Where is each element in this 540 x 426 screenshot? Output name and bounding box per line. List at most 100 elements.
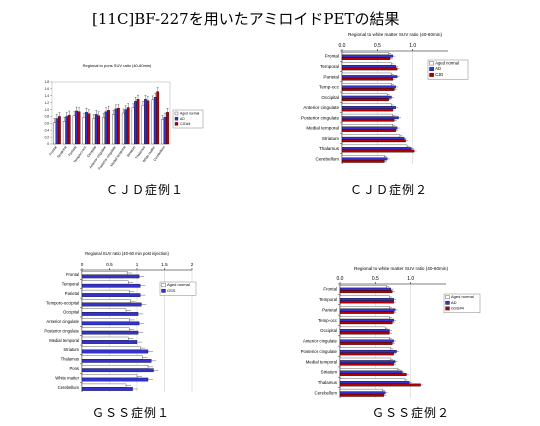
bar-aged-normal xyxy=(341,83,392,86)
bar-aged-normal xyxy=(81,271,128,275)
y-tick-label: Medial temporal xyxy=(49,338,79,343)
bar-gss-4 xyxy=(339,311,394,314)
x-tick-label: 0.0 xyxy=(339,43,346,49)
legend-label: AD xyxy=(435,66,441,71)
bar-ad xyxy=(341,65,396,68)
y-tick-label: Posterior cingulate xyxy=(44,328,79,333)
bar-aged-normal xyxy=(81,346,141,350)
legend-label: AD xyxy=(180,117,185,121)
bar-cjd xyxy=(341,118,395,122)
y-tick-label: Temporal xyxy=(62,282,79,287)
chart-title: Regional to white matter SUV ratio (40-6… xyxy=(348,32,442,37)
bar-ad xyxy=(55,118,59,145)
legend-swatch xyxy=(174,122,179,126)
bar-aged-normal xyxy=(81,318,130,322)
bar-aged-normal xyxy=(339,368,399,371)
bar-aged-normal xyxy=(339,306,390,309)
bar-ad xyxy=(85,112,88,145)
bar-aged-normal xyxy=(62,121,66,145)
bar-cjd xyxy=(341,88,395,91)
bar-gss-4 xyxy=(339,393,384,397)
bar-aged-normal xyxy=(161,119,165,145)
bar-ad xyxy=(339,360,396,364)
bar-cjd-4 xyxy=(156,91,160,145)
bar-cjd xyxy=(341,67,398,71)
bar-ad xyxy=(339,381,410,384)
bar-ad xyxy=(124,109,128,145)
bar-ad xyxy=(341,116,399,120)
bar-gss-4 xyxy=(339,331,390,335)
y-tick-label: Parietal xyxy=(322,307,337,312)
bar-cjd xyxy=(341,57,391,60)
legend-label: Aged normal xyxy=(167,282,190,287)
bar-ad xyxy=(339,349,397,353)
chart-gss-case-1: Regional SUV ratio (40-60 min post injec… xyxy=(44,251,197,392)
y-tick-label: Thalamus xyxy=(318,380,338,385)
bar-gss xyxy=(81,387,133,391)
y-tick-label: 0.8 xyxy=(45,115,50,119)
y-tick-label: White matter xyxy=(55,375,79,380)
legend-label: Aged normal xyxy=(180,112,199,116)
bar-gss xyxy=(81,293,141,297)
bar-aged-normal xyxy=(341,52,389,56)
bar-aged-normal xyxy=(339,347,392,351)
bar-aged-normal xyxy=(341,124,394,127)
x-tick-label: 0.5 xyxy=(374,43,381,49)
page-title: [11C]BF-227を用いたアミロイドPETの結果 xyxy=(92,10,400,28)
bar-ad xyxy=(153,97,157,145)
bar-aged-normal xyxy=(339,388,383,392)
bar-ad xyxy=(339,308,396,312)
bar-aged-normal xyxy=(341,72,392,76)
bar-cjd-4 xyxy=(116,108,120,145)
bar-aged-normal xyxy=(81,299,131,303)
bar-aged-normal xyxy=(92,118,96,145)
y-tick-label: 1.0 xyxy=(45,108,50,112)
bar-aged-normal xyxy=(339,295,390,299)
bar-cjd-4 xyxy=(97,115,101,145)
bar-gss xyxy=(81,368,154,373)
bar-aged-normal xyxy=(72,115,76,145)
bar-ad xyxy=(339,298,394,301)
y-tick-label: 0 xyxy=(47,142,49,146)
bar-aged-normal xyxy=(81,280,129,285)
y-tick-label: Cerebellum xyxy=(315,390,338,395)
legend-box xyxy=(443,293,481,313)
bar-gss-4 xyxy=(339,290,393,294)
bar-aged-normal xyxy=(81,383,127,388)
legend-swatch xyxy=(161,288,166,293)
x-tick-label: 1 xyxy=(136,262,139,267)
legend-label: GSS#4 xyxy=(451,305,465,310)
bar-aged-normal xyxy=(339,326,386,330)
y-tick-label: Medial temporal xyxy=(306,359,337,364)
y-tick-label: Occipital xyxy=(63,310,79,315)
bar-cjd-4 xyxy=(77,111,81,145)
bar-cjd-4 xyxy=(67,114,71,145)
bar-cjd-4 xyxy=(107,110,110,145)
y-tick-label: Frontal xyxy=(325,54,339,59)
y-tick-label: Thalamus xyxy=(61,357,79,362)
legend-swatch xyxy=(429,72,434,77)
bar-cjd-4 xyxy=(146,100,150,145)
bar-aged-normal xyxy=(339,357,392,361)
bar-ad xyxy=(339,287,392,291)
y-tick-label: Anterior cingulate xyxy=(303,105,339,110)
y-tick-label: 0.6 xyxy=(45,122,50,126)
bar-ad xyxy=(341,95,392,99)
bar-gss xyxy=(81,312,139,316)
bar-ad xyxy=(104,111,108,145)
legend-swatch xyxy=(161,283,166,288)
bar-ad xyxy=(341,85,396,89)
bar-gss xyxy=(81,377,149,382)
bar-aged-normal xyxy=(131,107,135,145)
x-tick-label: 0.5 xyxy=(372,276,379,282)
y-tick-label: Thalamus xyxy=(319,146,340,151)
y-tick-label: Temporal xyxy=(320,64,339,69)
bar-aged-normal xyxy=(121,112,125,145)
bar-gss xyxy=(81,330,139,335)
y-tick-label: Anterior cingulate xyxy=(303,339,338,344)
y-tick-label: Striatum xyxy=(321,370,338,375)
y-tick-label: 0.4 xyxy=(45,128,50,132)
legend-box xyxy=(172,109,204,129)
y-tick-label: 0.2 xyxy=(45,135,50,139)
bar-gss-4 xyxy=(339,300,394,304)
